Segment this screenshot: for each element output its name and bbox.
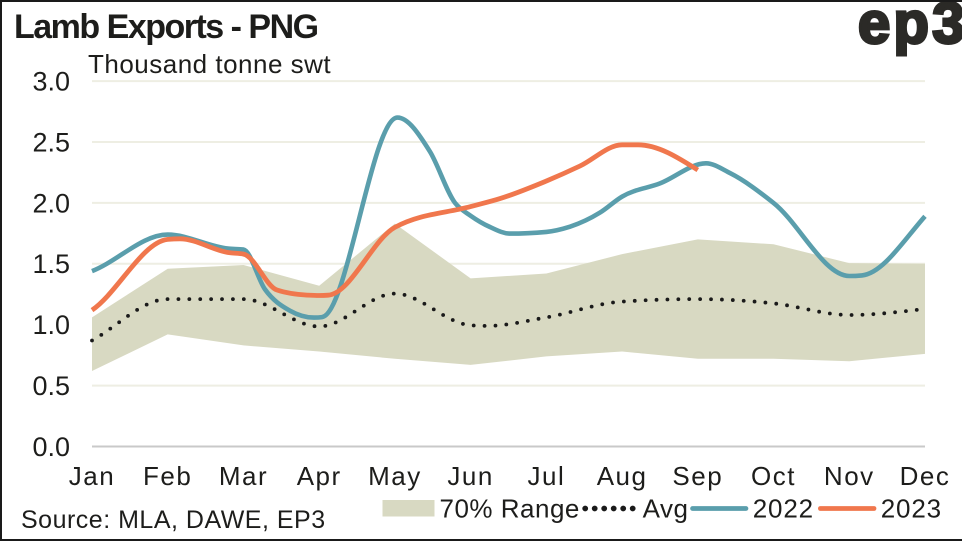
svg-text:Sep: Sep: [672, 461, 723, 491]
svg-text:Lamb Exports - PNG: Lamb Exports - PNG: [14, 8, 318, 46]
svg-text:Jun: Jun: [447, 461, 493, 491]
svg-text:0.5: 0.5: [32, 371, 70, 401]
svg-text:2022: 2022: [753, 494, 814, 524]
svg-text:Jan: Jan: [69, 461, 115, 491]
svg-text:Aug: Aug: [597, 461, 648, 491]
svg-text:Feb: Feb: [143, 461, 192, 491]
svg-text:70% Range: 70% Range: [440, 494, 580, 524]
svg-text:Avg: Avg: [643, 494, 689, 524]
svg-text:May: May: [368, 461, 422, 491]
svg-text:Jul: Jul: [528, 461, 566, 491]
svg-text:Oct: Oct: [751, 461, 796, 491]
svg-text:2.0: 2.0: [32, 188, 70, 218]
svg-text:Nov: Nov: [824, 461, 875, 491]
svg-text:2.5: 2.5: [32, 127, 70, 157]
svg-text:3.0: 3.0: [32, 67, 70, 97]
svg-text:ep3: ep3: [858, 0, 962, 56]
svg-text:Dec: Dec: [900, 461, 951, 491]
svg-text:2023: 2023: [881, 494, 942, 524]
svg-text:0.0: 0.0: [32, 432, 70, 462]
svg-text:Mar: Mar: [219, 461, 268, 491]
svg-text:Apr: Apr: [297, 461, 342, 491]
svg-text:1.0: 1.0: [32, 310, 70, 340]
svg-text:1.5: 1.5: [32, 249, 70, 279]
svg-text:Source: MLA, DAWE, EP3: Source: MLA, DAWE, EP3: [21, 506, 326, 534]
svg-text:Thousand tonne swt: Thousand tonne swt: [88, 49, 331, 79]
